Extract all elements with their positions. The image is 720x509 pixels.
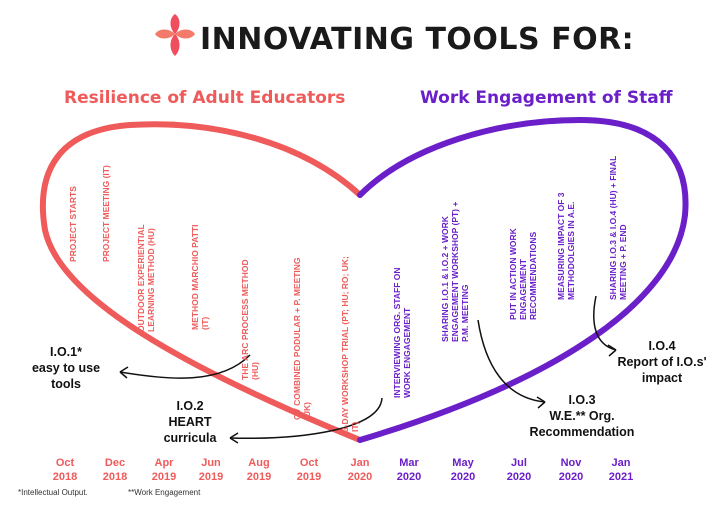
date-label: May 2020	[450, 457, 476, 483]
io4-box: I.O.4 Report of I.O.s' impact	[608, 338, 716, 386]
milestone-label: THE ARC PROCESS METHOD (HU)	[240, 259, 260, 380]
io3-box: I.O.3 W.E.** Org. Recommendation	[522, 392, 642, 440]
io4-line2: impact	[641, 371, 683, 385]
subtitle-resilience: Resilience of Adult Educators	[64, 88, 346, 108]
heart-petals-logo	[155, 14, 195, 56]
milestone-label: MEASURING IMPACT OF 3 METHODOLGIES IN A.…	[556, 192, 576, 300]
milestone-label: 3-DAY WORKSHOP TRIAL (PT; HU; RO; UK; IT…	[340, 256, 360, 432]
subtitle-work-engagement: Work Engagement of Staff	[420, 88, 673, 108]
io1-code: I.O.1*	[50, 345, 82, 359]
footnote-intellectual-output: *Intellectual Output.	[18, 488, 88, 497]
date-label: Mar 2020	[396, 457, 422, 483]
date-label: Aug 2019	[246, 457, 272, 483]
arrow-to-io2	[229, 397, 383, 439]
milestone-label: PUT IN ACTION WORK ENGAGEMENT RECOMMENDA…	[508, 228, 538, 320]
io2-box: I.O.2 HEART curricula	[150, 398, 230, 446]
heart-right-half	[357, 116, 689, 443]
date-label: Jul 2020	[506, 457, 532, 483]
io1-line2: tools	[51, 377, 81, 391]
date-label: Jun 2019	[198, 457, 224, 483]
milestone-label: PROJECT MEETING (IT)	[101, 165, 111, 262]
footnote-work-engagement: **Work Engagement	[128, 488, 201, 497]
io4-code: I.O.4	[648, 339, 676, 353]
io3-line2: Recommendation	[529, 425, 635, 439]
io2-line1: HEART	[168, 415, 212, 429]
milestone-label: PROJECT STARTS	[68, 186, 78, 262]
date-label: Jan 2021	[608, 457, 634, 483]
io2-code: I.O.2	[176, 399, 204, 413]
milestone-label: SHARING I.O.1 & I.O.2 + WORK ENGAGEMENT …	[440, 201, 470, 342]
date-label: Oct 2019	[296, 457, 322, 483]
arrow-to-io1	[119, 354, 251, 379]
io3-line1: W.E.** Org.	[549, 409, 615, 423]
io3-code: I.O.3	[568, 393, 596, 407]
milestone-label: SHARING I.O.3 & I.O.4 (HU) + FINAL MEETI…	[608, 155, 628, 300]
arrow-to-io3	[477, 319, 546, 403]
arrow-to-io4	[593, 295, 617, 351]
milestone-label: INTERVIEWING ORG. STAFF ON WORK ENGAGEME…	[392, 267, 412, 399]
date-label: Apr 2019	[151, 457, 177, 483]
io2-line2: curricula	[163, 431, 217, 445]
io4-line1: Report of I.O.s'	[617, 355, 707, 369]
milestone-label: METHOD MARCHIO PATTI (IT)	[190, 224, 210, 330]
page-title: INNOVATING TOOLS FOR:	[200, 22, 635, 57]
date-label: Nov 2020	[558, 457, 584, 483]
io1-box: I.O.1* easy to use tools	[16, 344, 116, 392]
date-label: Jan 2020	[347, 457, 373, 483]
date-label: Oct 2018	[52, 457, 78, 483]
heart-left-half	[39, 121, 363, 443]
milestone-label: CV COMBINED PODULAR + P. MEETING (UK)	[292, 257, 312, 420]
io1-line1: easy to use	[31, 361, 101, 375]
milestone-label: OUTDOOR EXPERIENTIAL LEARNING METHOD (HU…	[136, 224, 156, 332]
date-label: Dec 2018	[102, 457, 128, 483]
